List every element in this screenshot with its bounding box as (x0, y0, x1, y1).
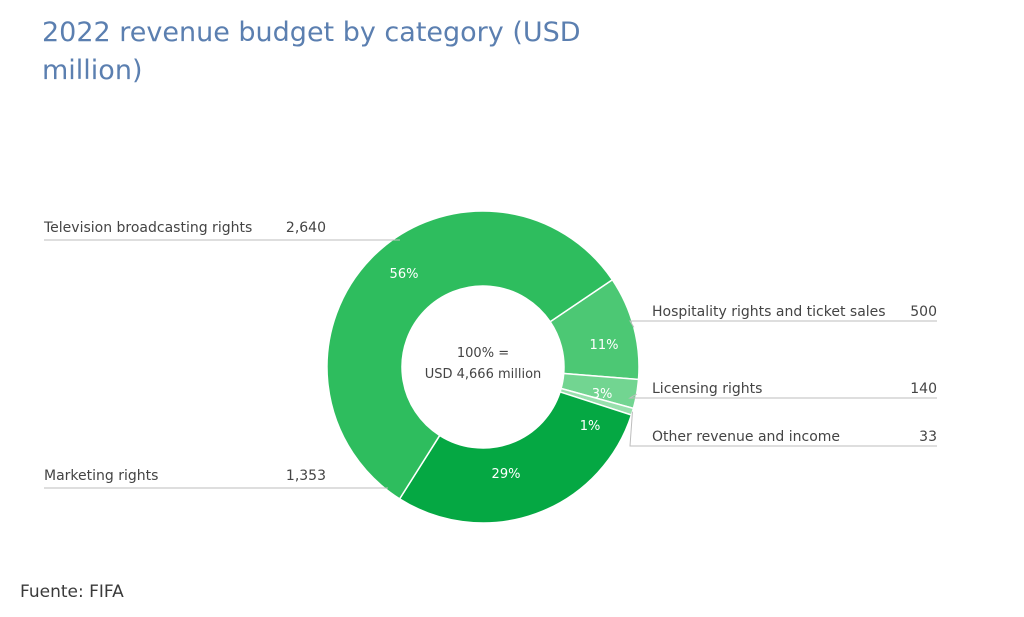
slice-percent-label: 29% (492, 467, 521, 482)
center-label: 100% = USD 4,666 million (425, 346, 542, 382)
category-label: Licensing rights (652, 381, 762, 397)
category-value: 1,353 (286, 468, 326, 484)
category-value: 33 (919, 429, 937, 445)
category-value: 2,640 (286, 220, 326, 236)
slice-television-broadcasting-rights (326, 210, 614, 500)
source-note: Fuente: FIFA (20, 582, 124, 602)
category-label: Other revenue and income (652, 429, 840, 445)
category-value: 140 (910, 381, 937, 397)
center-label-line: USD 4,666 million (425, 367, 542, 382)
leader-line (628, 393, 937, 399)
slice-percent-label: 1% (580, 419, 601, 434)
slice-percent-label: 11% (590, 338, 619, 353)
category-label: Hospitality rights and ticket sales (652, 304, 886, 320)
slice-percent-label: 56% (390, 267, 419, 282)
chart-title: 2022 revenue budget by category (USD mil… (42, 17, 581, 86)
center-label-line: 100% = (457, 346, 509, 361)
category-label: Marketing rights (44, 468, 158, 484)
leader-line (629, 320, 937, 328)
slice-percent-label: 3% (592, 387, 613, 402)
leader-line (629, 411, 937, 447)
slice-marketing-rights (398, 390, 633, 524)
donut-slices (326, 210, 640, 524)
category-label: Television broadcasting rights (43, 220, 252, 236)
category-value: 500 (910, 304, 937, 320)
slice-labels: 11% 3% 1% 29% 56% Hospitality rights and tick… (43, 220, 937, 489)
